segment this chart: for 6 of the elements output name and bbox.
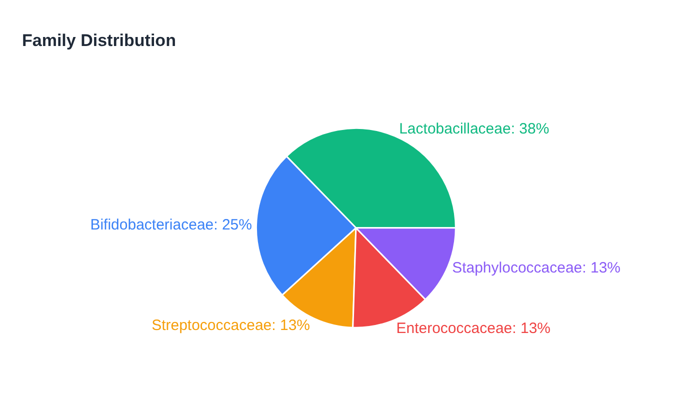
slice-label: Staphylococcaceae: 13%: [452, 260, 621, 277]
slice-label: Bifidobacteriaceae: 25%: [90, 216, 252, 234]
slice-label: Streptococcaceae: 13%: [152, 317, 310, 334]
slice-label: Lactobacillaceae: 38%: [399, 120, 550, 138]
chart-title: Family Distribution: [22, 30, 176, 50]
slice-label: Enterococcaceae: 13%: [396, 320, 550, 337]
